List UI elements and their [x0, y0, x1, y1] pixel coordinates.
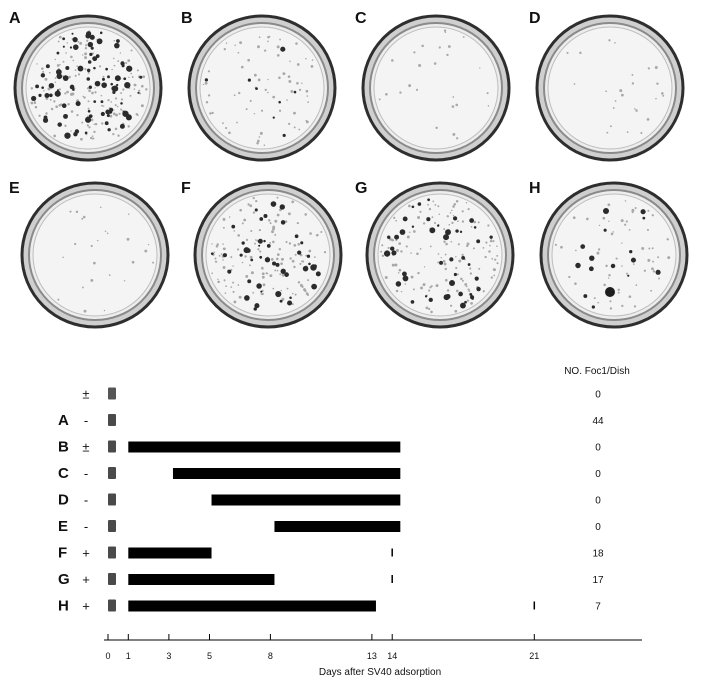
treatment-sign: ±	[82, 440, 89, 455]
foci-count: 17	[592, 575, 604, 586]
day0-mark	[108, 573, 116, 585]
x-tick-label: 5	[207, 651, 212, 661]
foci-count: 0	[595, 390, 601, 401]
foci-count: 0	[595, 469, 601, 480]
x-tick-label: 3	[166, 651, 171, 661]
row-label: F	[58, 545, 67, 562]
culture-dish	[187, 14, 337, 162]
treatment-bar	[128, 600, 376, 612]
foci-count: 0	[595, 443, 601, 454]
panel-label-a: A	[9, 10, 21, 27]
row-label: B	[58, 439, 69, 456]
panel-label-e: E	[9, 180, 20, 197]
row-label: C	[58, 465, 69, 482]
row-label: A	[58, 412, 69, 429]
treatment-bar	[211, 494, 401, 506]
day0-mark	[108, 440, 116, 453]
culture-dish	[365, 181, 515, 329]
panel-label-g: G	[355, 180, 368, 197]
panel-label-h: H	[529, 180, 541, 197]
treatment-bar	[128, 574, 275, 585]
panel-label-c: C	[355, 10, 367, 27]
foci-count: 0	[595, 522, 601, 533]
culture-dish	[193, 181, 343, 329]
panel-label-d: D	[529, 10, 541, 27]
day0-mark	[108, 467, 116, 479]
day0-mark	[108, 599, 116, 612]
treatment-bar	[128, 441, 401, 453]
day0-mark	[108, 546, 116, 559]
x-tick-label: 21	[529, 651, 539, 661]
day0-mark	[108, 520, 116, 532]
treatment-sign: +	[82, 572, 90, 587]
foci-column-header: NO. Foc1/Dish	[564, 366, 630, 377]
treatment-sign: +	[82, 599, 90, 614]
x-tick-label: 13	[367, 651, 377, 661]
treatment-sign: -	[84, 466, 88, 481]
foci-count: 7	[595, 602, 601, 613]
x-tick-label: 14	[387, 651, 397, 661]
culture-dish	[535, 14, 685, 162]
x-tick-label: 0	[105, 651, 110, 661]
treatment-sign: -	[84, 413, 88, 428]
culture-dish	[20, 181, 170, 329]
row-label: E	[58, 518, 68, 535]
foci-count: 0	[595, 496, 601, 507]
treatment-bar	[172, 468, 401, 479]
row-label: H	[58, 598, 69, 615]
panel-label-f: F	[181, 180, 191, 197]
x-tick-label: 8	[268, 651, 273, 661]
treatment-sign: -	[84, 493, 88, 508]
treatment-sign: -	[84, 519, 88, 534]
x-tick-label: 1	[126, 651, 131, 661]
culture-dish	[13, 14, 163, 162]
treatment-bar	[274, 521, 401, 532]
treatment-sign: ±	[82, 387, 89, 402]
panel-label-b: B	[181, 10, 193, 27]
treatment-bar	[128, 547, 212, 559]
x-axis-title: Days after SV40 adsorption	[319, 667, 441, 678]
day0-mark	[108, 387, 116, 400]
treatment-sign: +	[82, 546, 90, 561]
day0-mark	[108, 414, 116, 426]
row-label: G	[58, 571, 70, 588]
foci-count: 18	[592, 549, 604, 560]
foci-count: 44	[592, 416, 604, 427]
dish-photos	[13, 14, 689, 329]
row-label: D	[58, 492, 69, 509]
culture-dish	[361, 14, 511, 162]
culture-dish	[539, 181, 689, 329]
day0-mark	[108, 493, 116, 506]
